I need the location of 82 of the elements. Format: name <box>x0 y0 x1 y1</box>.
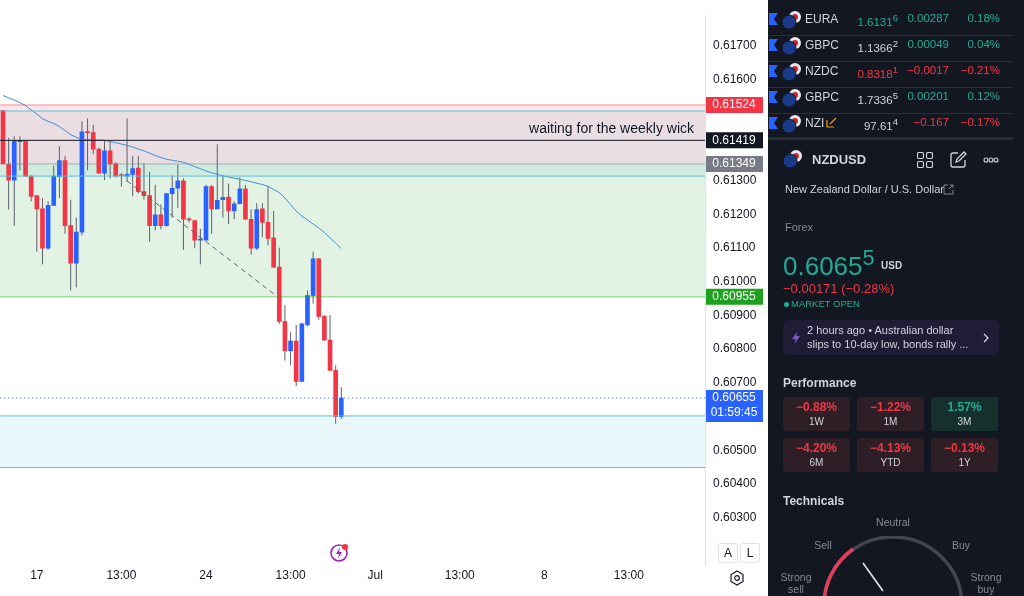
text: −0.17% <box>960 116 1000 128</box>
text: 0.00287 <box>907 12 949 24</box>
x-tick-label: 13:00 <box>444 567 476 582</box>
text: Technicals <box>783 494 845 508</box>
x-tick-label: 24 <box>199 567 213 582</box>
text: 1M <box>882 416 899 427</box>
y-tick-label: 0.61100 <box>713 240 756 255</box>
text: 1W <box>808 416 825 427</box>
text: −0.00171 (−0.28%) <box>783 281 895 296</box>
text: 2 hours ago • Australian dollar slips to 10-day low, bonds rally ... <box>807 323 970 351</box>
y-tick-label: 0.61000 <box>713 273 757 288</box>
text: −0.0017 <box>907 64 949 76</box>
text: 97.61$^{4}$ <box>863 116 898 132</box>
x-tick-label: 13:00 <box>275 567 306 582</box>
text: 0.6065$^{5}$ <box>783 245 875 282</box>
text: NZI <box>805 116 825 130</box>
y-tick-label: 0.60500 <box>713 442 757 457</box>
y-tick-label: 0.60400 <box>713 476 757 491</box>
text: −4.20% <box>794 441 838 455</box>
candlestick <box>209 184 214 235</box>
candlestick <box>226 183 231 225</box>
text: 1.6131$^{6}$ <box>857 12 898 28</box>
text: Strong buy <box>969 571 1003 595</box>
y-tick-label: 0.60300 <box>713 510 757 525</box>
text: 0.12% <box>967 90 1000 102</box>
candlestick <box>152 184 158 231</box>
ref-line-label: 0.61349 <box>712 156 757 171</box>
x-tick-label: 17 <box>30 567 44 582</box>
text: 0.00049 <box>907 38 949 50</box>
x-tick-label: 8 <box>540 567 548 582</box>
text: 6M <box>808 457 825 468</box>
text: A <box>718 543 738 563</box>
text: Performance <box>783 376 857 390</box>
candlestick <box>214 143 220 210</box>
text: Strong sell <box>779 571 813 595</box>
text: USD <box>881 260 903 271</box>
candlestick <box>102 140 107 181</box>
y-tick-label: 0.61200 <box>713 206 757 221</box>
text: L <box>740 543 760 563</box>
x-tick-label: 13:00 <box>106 567 137 582</box>
y-tick-label: 0.60800 <box>713 341 757 356</box>
x-tick-label: 13:00 <box>613 567 645 582</box>
text: Neutral <box>875 516 911 528</box>
text: NZDC <box>805 64 839 78</box>
text: NZDUSD <box>812 152 867 167</box>
candlestick <box>6 137 11 210</box>
text: MARKET OPEN <box>791 298 860 309</box>
y-tick-label: 0.61700 <box>713 37 757 52</box>
text: 3M <box>956 416 973 427</box>
text: 0.8318$^{1}$ <box>857 64 898 80</box>
candlestick <box>57 145 62 199</box>
x-tick-label: Jul <box>367 567 383 582</box>
text: −0.167 <box>913 116 949 128</box>
text: GBPC <box>805 38 840 52</box>
text: 1Y <box>957 457 972 468</box>
text: New Zealand Dollar / U.S. Dollar <box>785 183 944 195</box>
y-tick-label: 0.61300 <box>713 172 757 187</box>
text: −0.13% <box>942 441 986 455</box>
text: 1.7336$^{5}$ <box>857 90 898 106</box>
ref-line-label: 0.61524 <box>712 97 757 112</box>
text: 1.1366$^{2}$ <box>857 38 898 54</box>
candlestick <box>288 331 293 366</box>
text: 1.57% <box>946 400 983 414</box>
text: −4.13% <box>868 441 912 455</box>
ref-line-label: 0.60655 01:59:45 <box>710 390 758 420</box>
ref-line-label: 0.60955 <box>712 289 757 304</box>
y-tick-label: 0.60900 <box>713 307 757 322</box>
text: −0.21% <box>960 64 1000 76</box>
text: −0.88% <box>794 400 838 414</box>
text: −1.22% <box>868 400 912 414</box>
text: 0.04% <box>967 38 1000 50</box>
text: YTD <box>879 457 902 468</box>
text: 0.18% <box>967 12 1000 24</box>
y-tick-label: 0.61600 <box>713 71 757 86</box>
ref-line-label: 0.61419 <box>712 132 757 147</box>
text: EURA <box>805 12 839 26</box>
text: GBPC <box>805 90 840 104</box>
annotation: waiting for the weekly wick <box>528 120 695 137</box>
text: 0.00201 <box>907 90 949 102</box>
text: Forex <box>785 221 814 233</box>
y-tick-label: 0.60700 <box>713 375 757 390</box>
candlestick <box>192 219 198 249</box>
